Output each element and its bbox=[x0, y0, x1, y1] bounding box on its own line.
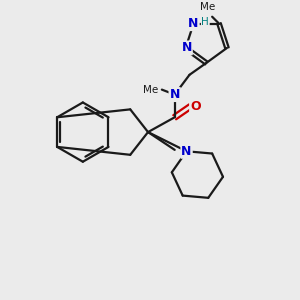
Text: N: N bbox=[169, 88, 180, 101]
Text: N: N bbox=[188, 17, 199, 30]
Text: Me: Me bbox=[143, 85, 158, 94]
Text: Me: Me bbox=[200, 2, 215, 12]
Text: O: O bbox=[190, 100, 201, 113]
Text: N: N bbox=[182, 145, 192, 158]
Text: H: H bbox=[201, 17, 209, 27]
Text: N: N bbox=[182, 41, 192, 54]
